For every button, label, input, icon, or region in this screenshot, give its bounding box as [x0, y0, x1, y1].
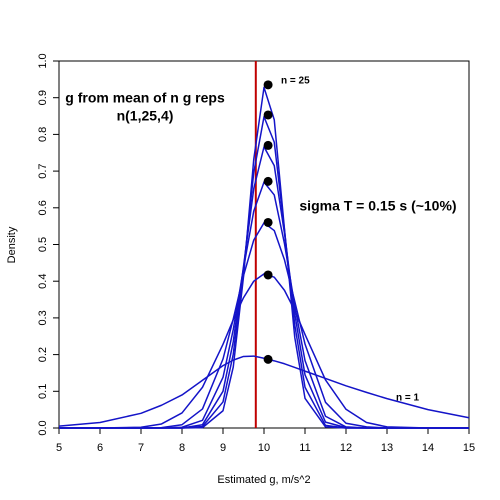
- y-tick-label: 0.6: [37, 200, 49, 215]
- y-tick-label: 0.9: [37, 90, 49, 105]
- density-curve: [59, 86, 469, 429]
- y-tick-label: 0.5: [37, 237, 49, 252]
- x-tick-label: 14: [422, 442, 434, 454]
- point: [263, 270, 273, 280]
- x-tick-label: 5: [56, 442, 62, 454]
- y-tick-label: 0.0: [37, 420, 49, 435]
- x-axis-label: Estimated g, m/s^2: [217, 474, 310, 486]
- x-tick-label: 10: [258, 442, 270, 454]
- y-axis-label: Density: [6, 226, 18, 263]
- density-curve: [58, 355, 470, 427]
- point: [263, 110, 273, 120]
- point: [263, 140, 273, 150]
- x-tick-label: 15: [463, 442, 475, 454]
- point: [263, 217, 273, 227]
- y-tick-label: 0.4: [37, 274, 49, 289]
- x-tick-label: 6: [97, 442, 103, 454]
- x-tick-label: 12: [340, 442, 352, 454]
- y-tick-label: 1.0: [37, 53, 49, 68]
- annotation: n = 1: [396, 393, 420, 404]
- y-tick-label: 0.2: [37, 347, 49, 362]
- point: [263, 80, 273, 90]
- y-tick-label: 0.8: [37, 127, 49, 142]
- y-tick-label: 0.1: [37, 384, 49, 399]
- x-tick-label: 11: [299, 442, 310, 454]
- y-tick-label: 0.7: [37, 163, 49, 178]
- x-tick-label: 13: [381, 442, 393, 454]
- x-tick-label: 9: [220, 442, 226, 454]
- density-curve: [59, 146, 469, 429]
- point: [263, 176, 273, 186]
- annotation: g from mean of n g reps: [65, 90, 225, 106]
- x-tick-label: 8: [179, 442, 185, 454]
- x-tick-label: 7: [138, 442, 144, 454]
- point: [263, 354, 273, 364]
- density-curve: [59, 116, 469, 429]
- density-curve: [59, 181, 469, 429]
- y-tick-label: 0.3: [37, 310, 49, 325]
- annotation: sigma T = 0.15 s (~10%): [299, 198, 456, 214]
- annotation: n = 25: [281, 76, 310, 87]
- annotation: n(1,25,4): [117, 108, 174, 124]
